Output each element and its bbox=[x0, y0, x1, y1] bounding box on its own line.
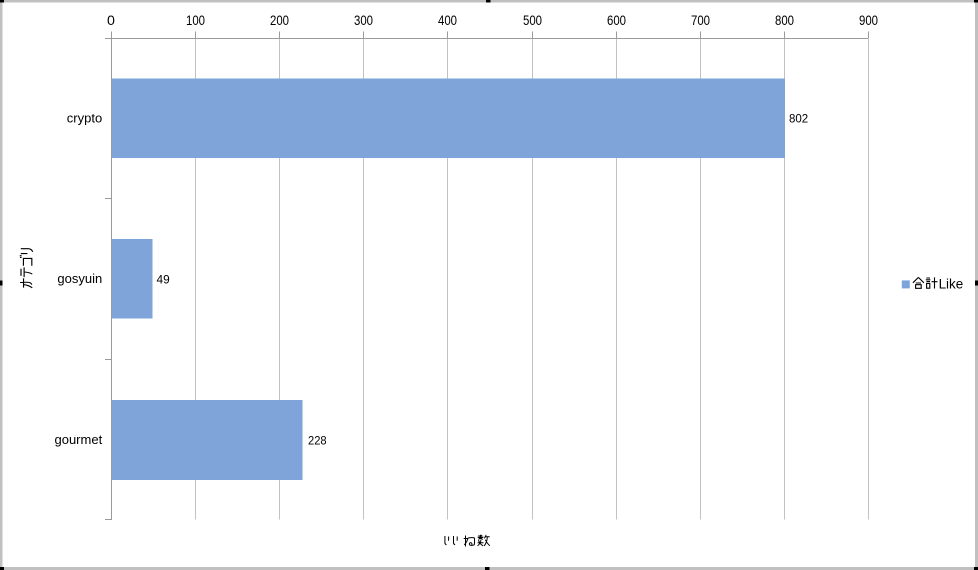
svg-text:400: 400 bbox=[438, 13, 457, 29]
svg-text:802: 802 bbox=[789, 111, 808, 125]
svg-text:300: 300 bbox=[354, 13, 373, 29]
svg-text:100: 100 bbox=[186, 13, 205, 29]
svg-text:900: 900 bbox=[859, 13, 878, 29]
svg-text:crypto: crypto bbox=[67, 111, 102, 126]
svg-text:800: 800 bbox=[775, 13, 794, 29]
svg-text:500: 500 bbox=[523, 13, 542, 29]
svg-text:gosyuin: gosyuin bbox=[57, 271, 102, 286]
svg-text:200: 200 bbox=[270, 13, 289, 29]
svg-text:Like: Like bbox=[939, 277, 964, 292]
svg-text:0: 0 bbox=[107, 13, 115, 29]
svg-text:228: 228 bbox=[308, 433, 327, 447]
svg-text:gourmet: gourmet bbox=[54, 432, 102, 447]
svg-text:600: 600 bbox=[607, 13, 626, 29]
svg-text:700: 700 bbox=[691, 13, 710, 29]
svg-text:49: 49 bbox=[157, 272, 170, 286]
